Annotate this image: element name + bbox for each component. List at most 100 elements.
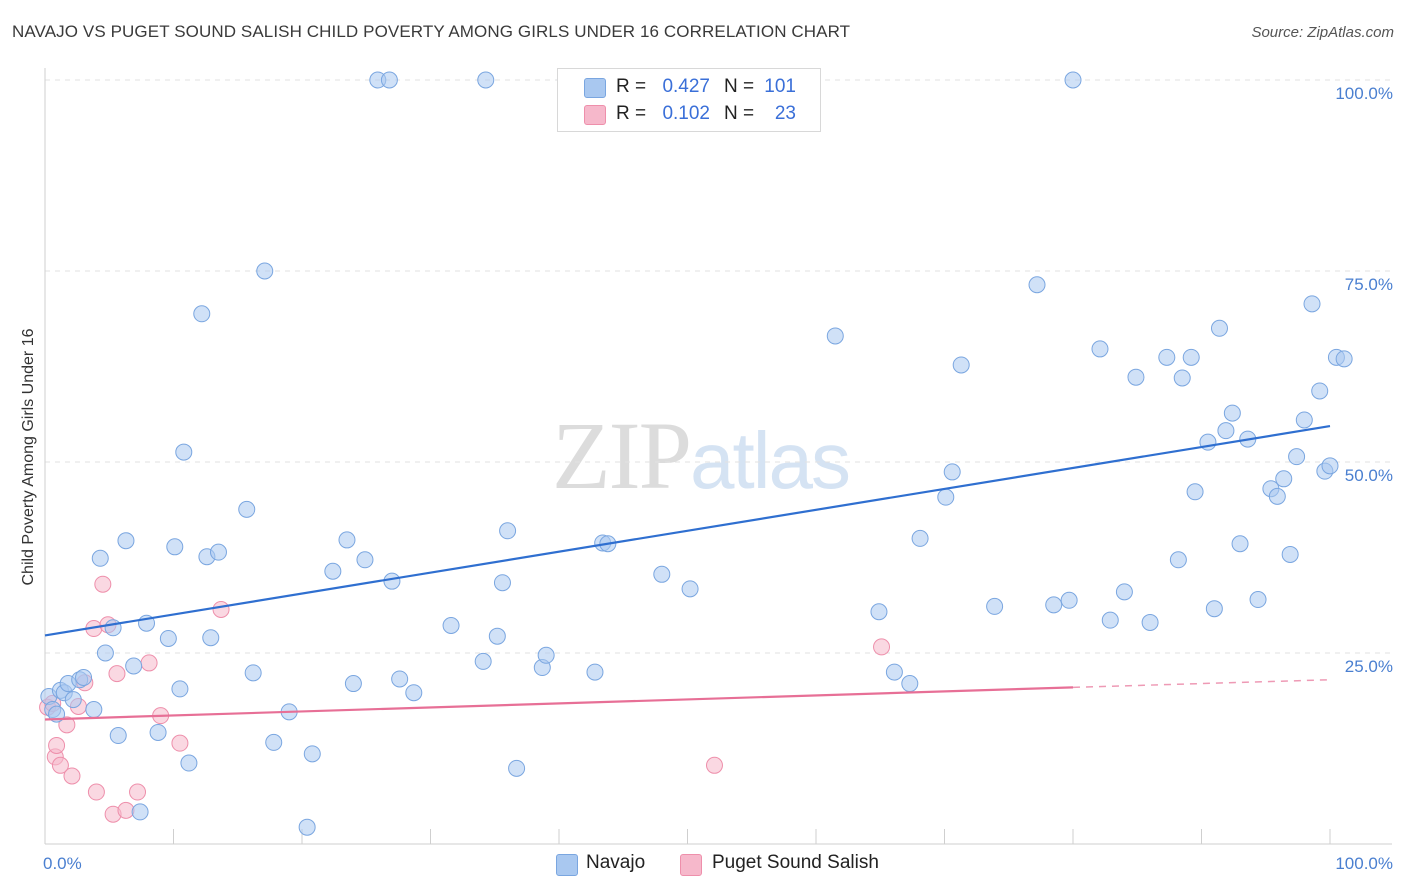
navajo-point-66 — [952, 356, 970, 374]
puget-point-21 — [705, 756, 723, 774]
navajo-point-22 — [175, 443, 193, 461]
navajo-point-8 — [75, 668, 93, 686]
legend-swatch-navajo — [584, 78, 606, 98]
navajo-point-11 — [96, 644, 114, 662]
puget-trend-line — [44, 686, 1074, 721]
watermark: ZIPatlas — [552, 400, 851, 511]
navajo-point-20 — [166, 538, 184, 556]
navajo-point-49 — [499, 522, 517, 540]
navajo-point-89 — [1249, 591, 1267, 609]
navajo-point-12 — [104, 619, 122, 637]
puget-point-20 — [212, 600, 230, 618]
legend-n-value: 23 — [774, 103, 796, 124]
navajo-point-13 — [109, 727, 127, 745]
navajo-point-58 — [681, 580, 699, 598]
axes — [44, 68, 1392, 845]
navajo-point-10 — [91, 549, 109, 567]
navajo-point-37 — [344, 675, 362, 693]
puget-point-4 — [51, 756, 69, 774]
legend-swatch-puget — [584, 105, 606, 125]
navajo-point-46 — [477, 71, 495, 89]
navajo-point-44 — [442, 616, 460, 634]
puget-point-16 — [129, 783, 147, 801]
x-tick-label-0: 0.0% — [43, 854, 82, 873]
navajo-point-31 — [265, 733, 283, 751]
navajo-point-76 — [1141, 613, 1159, 631]
legend-n-value: 101 — [764, 76, 796, 97]
puget-point-11 — [94, 575, 112, 593]
navajo-point-26 — [202, 629, 220, 647]
navajo-point-86 — [1223, 404, 1241, 422]
navajo-point-47 — [488, 627, 506, 645]
correlation-legend: R = 0.427 N = 101 R = 0.102 N = 23 — [557, 68, 821, 132]
navajo-point-81 — [1186, 483, 1204, 501]
navajo-point-96 — [1303, 295, 1321, 313]
source-label: Source: ZipAtlas.com — [1251, 24, 1394, 41]
navajo-point-60 — [870, 603, 888, 621]
navajo-trend-line — [44, 425, 1331, 637]
navajo-point-93 — [1281, 545, 1299, 563]
y-tick-label-3: 100.0% — [1335, 84, 1393, 103]
navajo-point-50 — [508, 759, 526, 777]
grid-lines — [45, 79, 1392, 654]
puget-point-22 — [873, 638, 891, 656]
legend-n-label: N = — [724, 103, 755, 124]
navajo-point-28 — [238, 500, 256, 518]
puget-point-14 — [108, 665, 126, 683]
watermark-atlas: atlas — [690, 416, 851, 505]
x-tick-labels: 0.0% 100.0% — [43, 854, 1393, 873]
navajo-point-24 — [193, 305, 211, 323]
navajo-point-18 — [149, 723, 167, 741]
navajo-point-45 — [474, 652, 492, 670]
y-axis-label: Child Poverty Among Girls Under 16 — [20, 328, 37, 585]
puget-point-17 — [140, 654, 158, 672]
puget-point-3 — [48, 736, 66, 754]
navajo-point-83 — [1205, 600, 1223, 618]
legend-row-navajo: R = 0.427 N = 101 — [558, 74, 820, 100]
navajo-point-57 — [653, 565, 671, 583]
legend-n-label: N = — [724, 76, 755, 97]
navajo-point-48 — [493, 574, 511, 592]
navajo-point-74 — [1115, 583, 1133, 601]
navajo-point-64 — [937, 488, 955, 506]
navajo-point-43 — [405, 684, 423, 702]
legend-swatch-puget — [680, 854, 702, 876]
puget-trend-extension — [1072, 678, 1331, 689]
legend-r-value: 0.427 — [662, 76, 710, 97]
navajo-point-63 — [911, 529, 929, 547]
chart-title: NAVAJO VS PUGET SOUND SALISH CHILD POVER… — [12, 22, 851, 41]
navajo-point-84 — [1210, 319, 1228, 337]
navajo-point-75 — [1127, 368, 1145, 386]
data-points — [39, 71, 1353, 836]
navajo-point-80 — [1182, 348, 1200, 366]
navajo-point-54 — [586, 663, 604, 681]
navajo-point-35 — [324, 562, 342, 580]
navajo-point-15 — [125, 657, 143, 675]
navajo-point-101 — [1335, 350, 1353, 368]
navajo-point-59 — [826, 327, 844, 345]
navajo-point-42 — [391, 670, 409, 688]
navajo-point-65 — [943, 463, 961, 481]
navajo-point-79 — [1173, 369, 1191, 387]
navajo-point-94 — [1288, 448, 1306, 466]
navajo-point-97 — [1311, 382, 1329, 400]
navajo-point-71 — [1064, 71, 1082, 89]
legend-row-puget: R = 0.102 N = 23 — [558, 101, 820, 127]
puget-point-15 — [117, 801, 135, 819]
navajo-point-92 — [1275, 470, 1293, 488]
navajo-point-87 — [1231, 535, 1249, 553]
legend-r-label: R = — [616, 103, 647, 124]
navajo-point-52 — [537, 646, 555, 664]
navajo-point-38 — [356, 551, 374, 569]
navajo-point-14 — [117, 532, 135, 550]
puget-point-19 — [171, 734, 189, 752]
navajo-point-69 — [1045, 596, 1063, 614]
legend-label-puget: Puget Sound Salish — [712, 852, 879, 873]
navajo-point-62 — [901, 675, 919, 693]
navajo-point-95 — [1295, 411, 1313, 429]
y-tick-label-1: 50.0% — [1345, 466, 1393, 485]
navajo-point-27 — [209, 543, 227, 561]
navajo-point-30 — [256, 262, 274, 280]
navajo-point-34 — [303, 745, 321, 763]
navajo-point-72 — [1091, 340, 1109, 358]
